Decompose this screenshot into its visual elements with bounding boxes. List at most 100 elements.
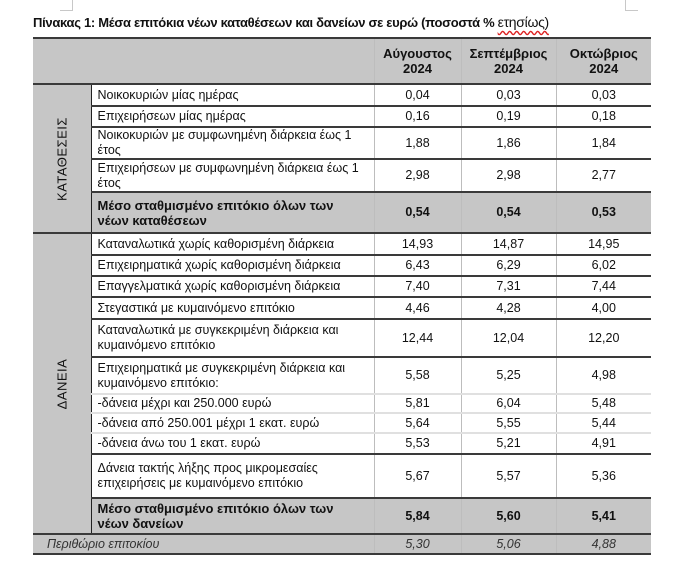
row-label: Επιχειρήσεων με συμφωνημένη διάρκεια έως… <box>90 158 374 192</box>
table-row: Δάνεια τακτής λήξης προς μικρομεσαίες επ… <box>33 453 651 498</box>
row-label: Επιχειρήσεων μίας ημέρας <box>90 105 374 127</box>
value-oct: 12,20 <box>555 318 651 357</box>
row-label: -δάνεια μέχρι και 250.000 ευρώ <box>90 393 374 413</box>
value-sep: 2,98 <box>460 158 556 192</box>
value-oct: 0,03 <box>555 83 651 106</box>
table-row: Επιχειρηματικά χωρίς καθορισμένη διάρκει… <box>33 254 651 276</box>
margin-row: Περιθώριο επιτοκίου 5,30 5,06 4,88 <box>33 533 651 555</box>
row-label: -δάνεια άνω του 1 εκατ. ευρώ <box>90 432 374 454</box>
value-sep: 5,57 <box>460 453 556 498</box>
table-row: Στεγαστικά με κυμαινόμενο επιτόκιο 4,46 4,… <box>33 296 651 319</box>
table-row: Επαγγελματικά χωρίς καθορισμένη διάρκεια… <box>33 275 651 297</box>
header-sep: Σεπτέμβριος 2024 <box>460 37 556 84</box>
row-label: -δάνεια από 250.001 μέχρι 1 εκατ. ευρώ <box>90 412 374 433</box>
title-text: Πίνακας 1: Μέσα επιτόκια νέων καταθέσεων… <box>33 15 498 30</box>
value-aug: 5,64 <box>373 412 461 433</box>
category-label: ΔΑΝΕΙΑ <box>54 358 70 409</box>
value-sep: 4,28 <box>460 296 556 319</box>
table-row: Επιχειρήσεων με συμφωνημένη διάρκεια έως… <box>33 158 651 192</box>
value-aug: 4,46 <box>373 296 461 319</box>
value-sep: 5,21 <box>460 432 556 454</box>
value-oct: 0,18 <box>555 105 651 127</box>
table-row: -δάνεια από 250.001 μέχρι 1 εκατ. ευρώ 5,… <box>33 412 651 433</box>
interest-rates-table: Αύγουστος 2024 Σεπτέμβριος 2024 Οκτώβριος 2… <box>33 37 651 555</box>
value-oct: 5,48 <box>555 393 651 413</box>
value-sep: 12,04 <box>460 318 556 357</box>
table-row: -δάνεια μέχρι και 250.000 ευρώ 5,81 6,04 5,… <box>33 393 651 413</box>
category-cell: ΔΑΝΕΙΑ <box>33 232 92 534</box>
value-oct: 4,00 <box>555 296 651 319</box>
value-aug: 7,40 <box>373 275 461 297</box>
row-label: Μέσο σταθμισμένο επιτόκιο όλων των νέων … <box>90 191 374 233</box>
value-aug: 1,88 <box>373 126 461 159</box>
total-row: Μέσο σταθμισμένο επιτόκιο όλων των νέων … <box>33 191 651 233</box>
value-aug: 14,93 <box>373 232 461 255</box>
value-aug: 0,16 <box>373 105 461 127</box>
category-cell: ΚΑΤΑΘΕΣΕΙΣ <box>33 83 92 233</box>
value-oct: 4,98 <box>555 356 651 394</box>
value-oct: 5,41 <box>555 497 651 534</box>
value-sep: 1,86 <box>460 126 556 159</box>
value-sep: 5,25 <box>460 356 556 394</box>
table-row: Νοικοκυριών με συμφωνημένη διάρκεια έως … <box>33 126 651 159</box>
value-sep: 5,55 <box>460 412 556 433</box>
value-oct: 7,44 <box>555 275 651 297</box>
title-suffix: ετησίως) <box>497 14 550 30</box>
value-sep: 7,31 <box>460 275 556 297</box>
row-label: Μέσο σταθμισμένο επιτόκιο όλων των νέων … <box>90 497 374 534</box>
category-label: ΚΑΤΑΘΕΣΕΙΣ <box>54 116 70 201</box>
row-label: Επιχειρηματικά με συγκεκριμένη διάρκεια … <box>90 356 374 394</box>
value-aug: 5,58 <box>373 356 461 394</box>
row-label: Επαγγελματικά χωρίς καθορισμένη διάρκεια <box>90 275 374 297</box>
table-row: Καταναλωτικά με συγκεκριμένη διάρκεια κα… <box>33 318 651 357</box>
table-row: -δάνεια άνω του 1 εκατ. ευρώ 5,53 5,21 4,91 <box>33 432 651 454</box>
value-sep: 6,04 <box>460 393 556 413</box>
value-sep: 5,60 <box>460 497 556 534</box>
table-row: Επιχειρηματικά με συγκεκριμένη διάρκεια … <box>33 356 651 394</box>
header-blank <box>33 37 374 84</box>
value-aug: 5,53 <box>373 432 461 454</box>
table-title: Πίνακας 1: Μέσα επιτόκια νέων καταθέσεων… <box>33 14 549 30</box>
value-aug: 5,81 <box>373 393 461 413</box>
row-label: Νοικοκυριών με συμφωνημένη διάρκεια έως … <box>90 126 374 159</box>
value-aug: 12,44 <box>373 318 461 357</box>
value-aug: 5,67 <box>373 453 461 498</box>
row-label: Νοικοκυριών μίας ημέρας <box>90 83 374 106</box>
row-label: Καταναλωτικά με συγκεκριμένη διάρκεια κα… <box>90 318 374 357</box>
value-oct: 5,44 <box>555 412 651 433</box>
page-corner-mark <box>625 0 638 11</box>
value-aug: 5,84 <box>373 497 461 534</box>
value-oct: 2,77 <box>555 158 651 192</box>
value-aug: 0,04 <box>373 83 461 106</box>
value-oct: 4,88 <box>555 533 651 555</box>
value-oct: 5,36 <box>555 453 651 498</box>
header-aug: Αύγουστος 2024 <box>373 37 461 84</box>
value-aug: 0,54 <box>373 191 461 233</box>
value-sep: 0,54 <box>460 191 556 233</box>
row-label: Περιθώριο επιτοκίου <box>33 533 374 555</box>
table-row: ΔΑΝΕΙΑ Καταναλωτικά χωρίς καθορισμένη διά… <box>33 232 651 534</box>
value-sep: 6,29 <box>460 254 556 276</box>
header-oct: Οκτώβριος 2024 <box>555 37 651 84</box>
value-oct: 4,91 <box>555 432 651 454</box>
value-oct: 1,84 <box>555 126 651 159</box>
value-aug: 6,43 <box>373 254 461 276</box>
total-row: Μέσο σταθμισμένο επιτόκιο όλων των νέων … <box>33 497 651 534</box>
row-label: Δάνεια τακτής λήξης προς μικρομεσαίες επ… <box>90 453 374 498</box>
table-row: Επιχειρήσεων μίας ημέρας 0,16 0,19 0,18 <box>33 105 651 127</box>
row-label: Στεγαστικά με κυμαινόμενο επιτόκιο <box>90 296 374 319</box>
table-row: ΚΑΤΑΘΕΣΕΙΣ Νοικοκυριών μίας ημέρας 0,04 0,0… <box>33 83 651 233</box>
row-label: Καταναλωτικά χωρίς καθορισμένη διάρκεια <box>90 232 374 255</box>
value-oct: 14,95 <box>555 232 651 255</box>
value-sep: 0,19 <box>460 105 556 127</box>
page-corner-mark <box>60 0 73 11</box>
value-sep: 14,87 <box>460 232 556 255</box>
value-oct: 0,53 <box>555 191 651 233</box>
value-aug: 2,98 <box>373 158 461 192</box>
value-sep: 0,03 <box>460 83 556 106</box>
header-row: Αύγουστος 2024 Σεπτέμβριος 2024 Οκτώβριος 2… <box>33 37 651 84</box>
value-oct: 6,02 <box>555 254 651 276</box>
value-aug: 5,30 <box>373 533 461 555</box>
value-sep: 5,06 <box>460 533 556 555</box>
row-label: Επιχειρηματικά χωρίς καθορισμένη διάρκει… <box>90 254 374 276</box>
